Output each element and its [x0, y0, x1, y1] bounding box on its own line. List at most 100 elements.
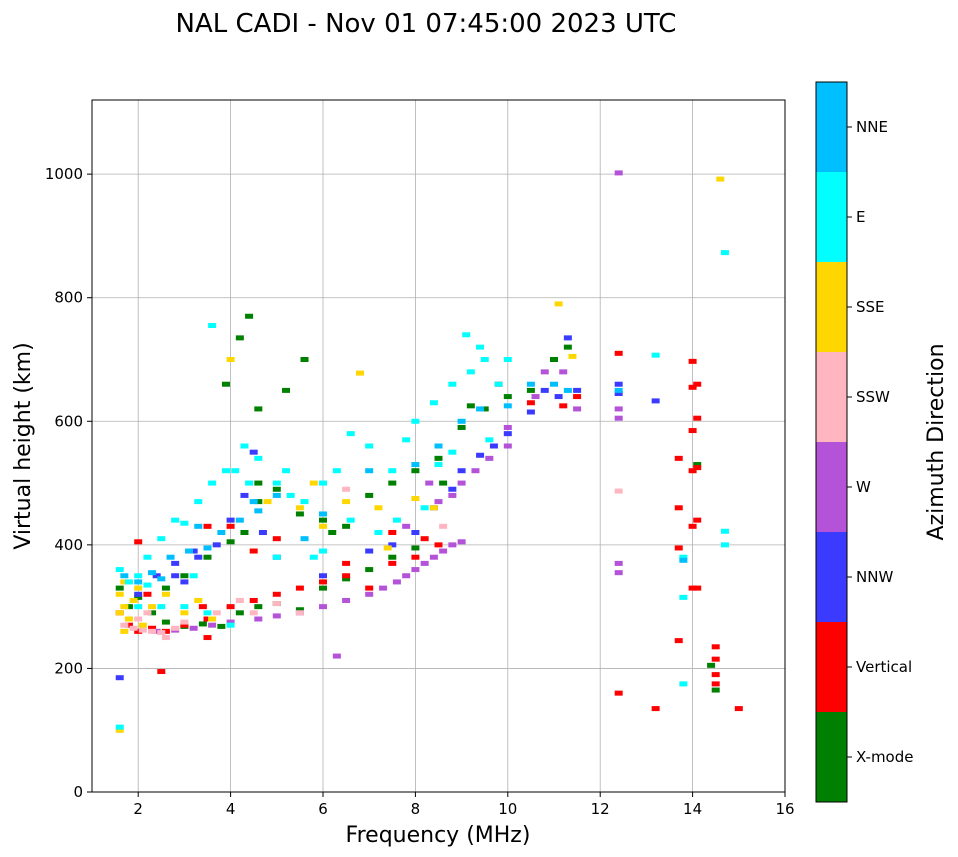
data-point-vertical — [674, 505, 683, 511]
data-point-nnw — [448, 486, 457, 492]
data-point-x-mode — [161, 619, 170, 625]
data-point-sse — [115, 610, 124, 616]
data-point-x-mode — [365, 492, 374, 498]
data-point-e — [480, 357, 489, 362]
data-point-e — [346, 431, 355, 437]
data-point-sse — [148, 604, 157, 610]
data-point-e — [494, 381, 503, 387]
x-axis-label: Frequency (MHz) — [346, 823, 531, 848]
data-point-e — [226, 622, 235, 628]
data-point-vertical — [674, 455, 683, 461]
data-point-nne — [157, 576, 166, 582]
data-point-e — [485, 437, 494, 443]
data-point-vertical — [434, 542, 443, 548]
data-point-w — [392, 579, 401, 585]
data-point-e — [272, 480, 281, 486]
data-point-x-mode — [161, 585, 170, 591]
data-point-x-mode — [365, 567, 374, 573]
data-point-vertical — [693, 465, 702, 471]
data-point-ssw — [134, 616, 143, 622]
data-point-vertical — [249, 597, 258, 603]
data-point-e — [240, 443, 249, 449]
data-point-sse — [134, 585, 143, 591]
data-point-sse — [383, 545, 392, 551]
data-point-sse — [120, 579, 129, 585]
data-point-e — [180, 520, 189, 526]
data-point-vertical — [559, 403, 568, 409]
data-point-nnw — [573, 387, 582, 393]
data-point-e — [651, 352, 660, 358]
data-point-nnw — [226, 517, 235, 523]
data-point-e — [309, 554, 318, 560]
colorbar-label-nne: NNE — [856, 118, 888, 136]
data-point-e — [245, 480, 254, 486]
data-point-vertical — [249, 548, 258, 554]
data-point-nne — [503, 403, 512, 409]
data-point-x-mode — [411, 468, 420, 474]
data-point-ssw — [439, 523, 448, 529]
data-point-sse — [295, 505, 304, 511]
data-point-e — [503, 357, 512, 362]
data-point-sse — [115, 727, 124, 733]
data-point-w — [457, 539, 466, 545]
data-point-ssw — [342, 486, 351, 492]
y-tick-label: 200 — [54, 659, 83, 677]
data-point-e — [180, 604, 189, 610]
data-point-e — [319, 548, 327, 554]
data-point-w — [448, 492, 457, 498]
data-point-nne — [217, 530, 226, 535]
colorbar-label-ssw: SSW — [856, 388, 890, 406]
data-point-x-mode — [388, 480, 397, 486]
data-point-vertical — [272, 536, 281, 542]
data-point-e — [420, 505, 429, 511]
data-point-w — [448, 542, 457, 548]
data-point-e — [365, 443, 374, 449]
data-point-e — [194, 499, 203, 505]
data-point-e — [143, 554, 152, 560]
data-point-vertical — [651, 706, 660, 712]
data-point-e — [679, 554, 688, 560]
data-point-w — [614, 570, 623, 576]
data-point-x-mode — [707, 662, 716, 668]
data-point-nne — [614, 387, 623, 393]
data-point-e — [720, 528, 729, 534]
data-point-nnw — [171, 573, 180, 579]
data-point-nne — [249, 499, 258, 505]
data-point-w — [439, 548, 448, 554]
data-point-w — [614, 415, 623, 421]
data-point-nnw — [503, 431, 512, 437]
data-point-e — [124, 579, 133, 585]
data-point-ssw — [235, 597, 244, 603]
data-point-vertical — [674, 638, 683, 644]
data-point-x-mode — [319, 585, 327, 591]
data-point-vertical — [198, 604, 207, 610]
data-point-vertical — [693, 415, 702, 421]
data-point-ssw — [171, 625, 180, 631]
colorbar-segment — [816, 262, 847, 352]
data-point-e — [157, 536, 166, 542]
data-point-vertical — [688, 384, 697, 390]
data-point-vertical — [711, 672, 720, 678]
data-point-nne — [272, 492, 281, 498]
data-point-w — [614, 170, 623, 176]
data-point-vertical — [573, 394, 582, 400]
x-tick-label: 12 — [591, 800, 610, 818]
data-point-x-mode — [563, 344, 572, 350]
data-point-w — [332, 653, 341, 659]
data-point-e — [254, 455, 263, 461]
data-point-nne — [185, 548, 194, 554]
data-point-ssw — [143, 610, 152, 616]
colorbar: X-mode Vertical NNW W SSW SSE E NNE — [815, 81, 913, 803]
data-point-w — [379, 585, 388, 591]
data-point-e — [388, 468, 397, 474]
data-point-sse — [716, 176, 725, 182]
data-point-x-mode — [342, 523, 351, 529]
data-point-x-mode — [245, 313, 254, 319]
y-tick-label: 400 — [54, 536, 83, 554]
colorbar-frame — [815, 81, 848, 803]
data-point-nnw — [152, 573, 161, 579]
data-point-e — [134, 604, 143, 610]
data-point-e — [171, 517, 180, 523]
data-point-vertical — [161, 628, 170, 634]
data-point-w — [503, 443, 512, 449]
